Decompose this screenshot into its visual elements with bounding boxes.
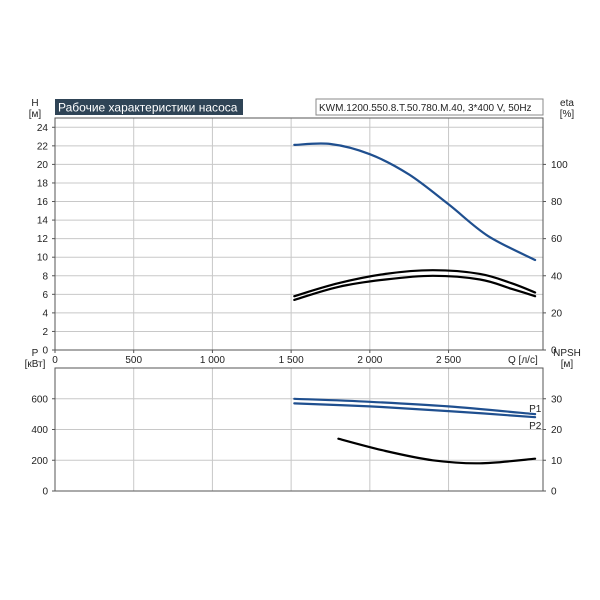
y-axis-label: H <box>31 98 38 109</box>
series-line <box>293 274 537 301</box>
y-axis-label: P <box>32 348 39 359</box>
series-label: P2 <box>529 421 542 432</box>
y-tick-label: 20 <box>37 160 49 171</box>
y-tick-label: 16 <box>37 197 49 208</box>
y2-axis-unit: [%] <box>560 109 575 120</box>
y-tick-label: 14 <box>37 216 49 227</box>
x-axis-label: Q [л/с] <box>508 355 538 366</box>
series-line <box>293 269 537 298</box>
series-line <box>337 437 537 465</box>
y-tick-label: 24 <box>37 123 49 134</box>
y-tick-label: 22 <box>37 141 49 152</box>
x-tick-label: 2 000 <box>357 355 382 366</box>
y-tick-label: 0 <box>42 487 48 498</box>
y2-axis-unit: [м] <box>561 359 574 370</box>
chart-title: Рабочие характеристики насоса <box>58 101 238 115</box>
y-tick-label: 6 <box>42 290 48 301</box>
y-tick-label: 600 <box>31 394 48 405</box>
series-line <box>293 397 537 416</box>
y-tick-label: 400 <box>31 425 48 436</box>
y2-tick-label: 0 <box>551 487 557 498</box>
y-tick-label: 4 <box>42 308 48 319</box>
y-tick-label: 0 <box>42 346 48 357</box>
y2-tick-label: 0 <box>551 346 557 357</box>
title-background <box>55 99 243 115</box>
y-axis-unit: [м] <box>29 109 42 120</box>
y2-tick-label: 20 <box>551 308 563 319</box>
y2-axis-label: eta <box>560 98 574 109</box>
x-tick-label: 1 000 <box>200 355 225 366</box>
y2-tick-label: 40 <box>551 271 563 282</box>
x-tick-label: 2 500 <box>436 355 461 366</box>
x-tick-label: 1 500 <box>279 355 304 366</box>
series-line <box>293 142 537 262</box>
y2-tick-label: 10 <box>551 456 563 467</box>
x-tick-label: 500 <box>125 355 142 366</box>
y2-tick-label: 100 <box>551 160 568 171</box>
y-tick-label: 2 <box>42 327 48 338</box>
model-box <box>315 98 544 116</box>
y2-tick-label: 30 <box>551 394 563 405</box>
model-label: KWM.1200.550.8.T.50.780.M.40, 3*400 V, 5… <box>319 103 532 114</box>
y-tick-label: 200 <box>31 456 48 467</box>
y2-tick-label: 80 <box>551 197 563 208</box>
x-tick-label: 0 <box>52 355 58 366</box>
y2-axis-label: NPSH <box>553 348 581 359</box>
y2-tick-label: 60 <box>551 234 563 245</box>
series-line <box>293 402 537 419</box>
y-tick-label: 18 <box>37 178 49 189</box>
y-axis-unit: [кВт] <box>25 359 46 370</box>
series-label: P1 <box>529 404 542 415</box>
y-tick-label: 10 <box>37 253 49 264</box>
y-tick-label: 8 <box>42 271 48 282</box>
y2-tick-label: 20 <box>551 425 563 436</box>
y-tick-label: 12 <box>37 234 49 245</box>
plot-frame <box>54 117 544 351</box>
